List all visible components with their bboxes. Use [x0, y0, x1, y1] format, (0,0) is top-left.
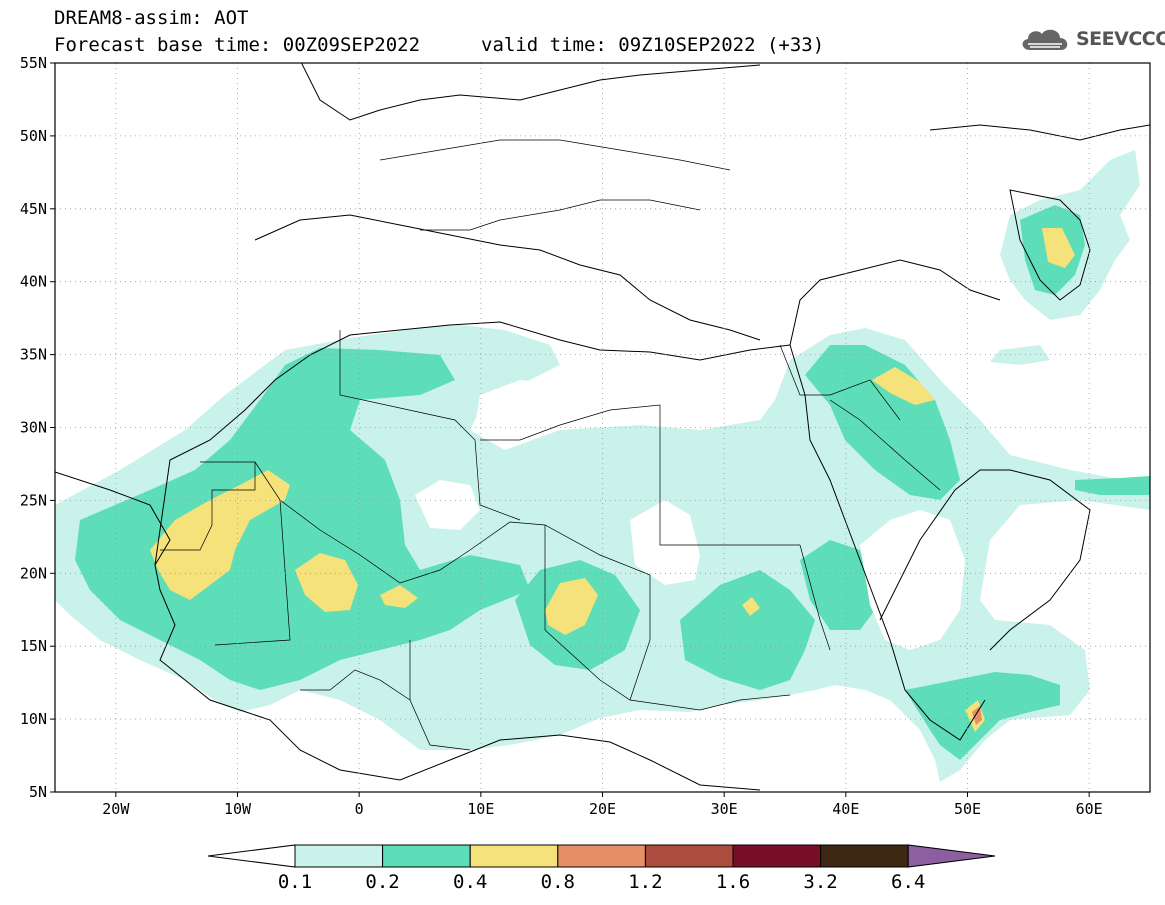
map-title: DREAM8-assim: AOT — [54, 7, 249, 29]
longitude-labels: 20W 10W 0 10E 20E 30E 40E 50E 60E — [102, 792, 1103, 818]
lon-label: 0 — [355, 800, 364, 818]
colorbar-swatch — [469, 844, 559, 868]
aot-level-0.2-iraq — [805, 345, 960, 500]
colorbar-swatch — [644, 844, 734, 868]
latitude-labels: 55N 50N 45N 40N 35N 30N 25N 20N 15N 10N 5N — [20, 54, 55, 801]
colorbar-swatch — [820, 844, 909, 868]
aot-level-0.2-redsea — [800, 540, 875, 630]
colorbar-swatch — [382, 844, 471, 868]
aot-level-0.8-somalia — [972, 706, 982, 725]
clean-pocket-egypt — [630, 500, 700, 585]
colorbar: 0.1 0.2 0.4 0.8 1.2 1.6 3.2 6.4 — [207, 844, 996, 893]
lat-label: 45N — [20, 200, 47, 218]
clean-pocket-arabia — [860, 510, 965, 650]
colorbar-tick-label: 3.2 — [803, 871, 837, 893]
colorbar-tick-label: 1.2 — [628, 871, 662, 893]
aot-level-0.4-niger-west — [380, 585, 418, 608]
aot-level-0.4-mali — [295, 553, 358, 612]
colorbar-over-triangle — [907, 844, 996, 868]
lon-label: 30E — [711, 800, 738, 818]
lat-label: 5N — [29, 783, 47, 801]
colorbar-swatch — [732, 844, 822, 868]
colorbar-swatch — [294, 844, 384, 868]
valid-time: valid time: 09Z10SEP2022 (+33) — [481, 34, 825, 56]
aot-level-0.2-gulf — [1075, 476, 1150, 495]
lat-label: 35N — [20, 346, 47, 364]
lat-label: 30N — [20, 419, 47, 437]
lat-label: 40N — [20, 273, 47, 291]
lat-label: 20N — [20, 564, 47, 582]
colorbar-tick-label: 1.6 — [716, 871, 750, 893]
lat-label: 10N — [20, 710, 47, 728]
colorbar-tick-label: 6.4 — [891, 871, 925, 893]
aot-level-0.2-sudan — [680, 570, 815, 690]
colorbar-swatch — [557, 844, 646, 868]
aot-level-0.2-west-sahara — [75, 348, 530, 690]
lat-label: 15N — [20, 637, 47, 655]
lon-label: 40E — [832, 800, 859, 818]
lat-label: 55N — [20, 54, 47, 72]
lon-label: 10E — [467, 800, 494, 818]
colorbar-tick-label: 0.4 — [453, 871, 487, 893]
aot-level-0.4-iraq — [872, 367, 935, 405]
lat-label: 25N — [20, 491, 47, 509]
aot-level-0.4-sudan — [742, 597, 760, 616]
clean-pocket-algeria — [415, 480, 480, 530]
lat-label: 50N — [20, 127, 47, 145]
aot-level-0.4-caspian — [1042, 228, 1075, 268]
clean-pocket-libya — [475, 380, 760, 445]
cloud-icon — [1022, 29, 1068, 50]
colorbar-tick-label: 0.8 — [541, 871, 575, 893]
seevccc-logo: SEEVCCC — [1018, 24, 1165, 54]
colorbar-tick-label: 0.1 — [278, 871, 312, 893]
lon-label: 20E — [589, 800, 616, 818]
forecast-base-time: Forecast base time: 00Z09SEP2022 — [54, 34, 421, 56]
lon-label: 20W — [102, 800, 130, 818]
lon-label: 50E — [954, 800, 981, 818]
coastlines — [55, 63, 1150, 791]
colorbar-tick-label: 0.2 — [365, 871, 399, 893]
aot-level-0.4-chad — [545, 578, 598, 635]
lon-label: 10W — [224, 800, 252, 818]
colorbar-under-triangle — [207, 844, 296, 868]
country-borders — [160, 139, 941, 751]
aot-level-0.4-mauritania — [150, 470, 290, 600]
logo-text: SEEVCCC — [1076, 28, 1165, 50]
lon-label: 60E — [1076, 800, 1103, 818]
